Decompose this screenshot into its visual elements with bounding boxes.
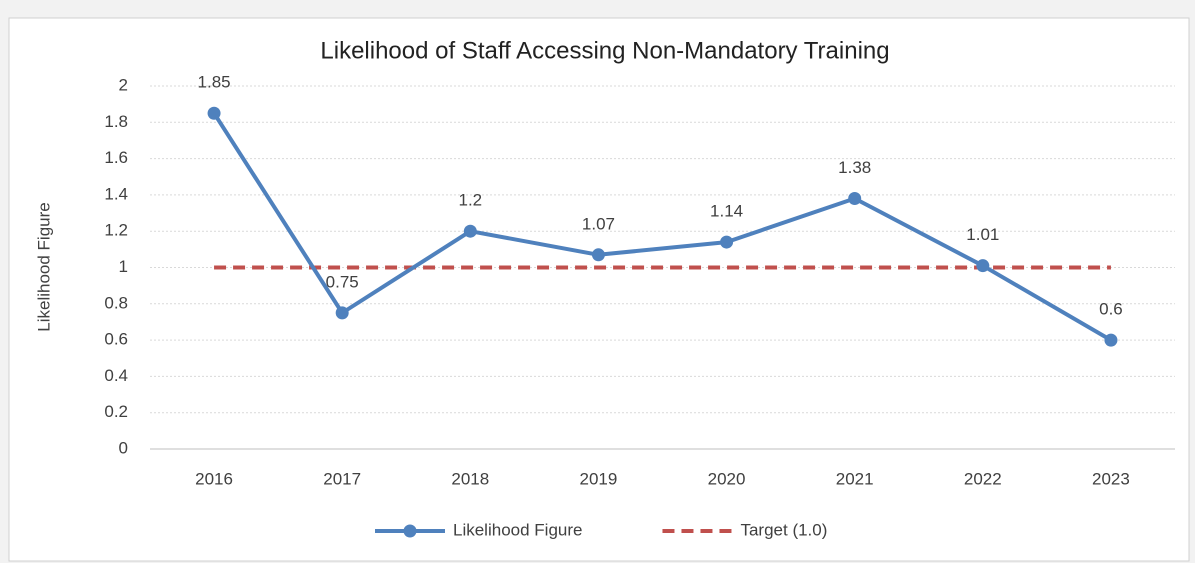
y-tick-label: 0.6 — [104, 330, 128, 349]
data-point — [720, 235, 734, 249]
y-tick-label: 1.2 — [104, 221, 128, 240]
x-tick-label: 2017 — [323, 469, 361, 488]
x-tick-label: 2022 — [964, 469, 1002, 488]
legend-label: Likelihood Figure — [453, 520, 582, 539]
x-tick-label: 2021 — [836, 469, 874, 488]
y-tick-label: 1 — [119, 257, 128, 276]
series-line — [212, 112, 1112, 342]
y-tick-label: 0.4 — [104, 366, 128, 385]
data-point — [335, 306, 349, 320]
y-tick-label: 1.8 — [104, 112, 128, 131]
x-tick-label: 2016 — [195, 469, 233, 488]
x-tick-label: 2018 — [451, 469, 489, 488]
data-label: 1.01 — [966, 225, 999, 244]
y-tick-label: 1.4 — [104, 184, 128, 203]
data-point — [848, 192, 862, 206]
x-tick-label: 2019 — [580, 469, 618, 488]
data-label: 1.14 — [710, 202, 743, 221]
data-label: 0.75 — [326, 272, 359, 291]
y-tick-label: 2 — [119, 75, 128, 94]
data-point — [463, 224, 477, 238]
x-tick-label: 2020 — [708, 469, 746, 488]
chart-title: Likelihood of Staff Accessing Non-Mandat… — [320, 37, 889, 64]
data-label: 1.07 — [582, 214, 615, 233]
y-axis-label: Likelihood Figure — [34, 202, 53, 331]
data-label: 0.6 — [1099, 300, 1123, 319]
data-point — [1104, 333, 1118, 347]
y-tick-label: 0.8 — [104, 293, 128, 312]
legend-marker — [403, 524, 417, 538]
legend-label: Target (1.0) — [740, 520, 827, 539]
data-label: 1.38 — [838, 158, 871, 177]
data-point — [591, 248, 605, 262]
x-tick-label: 2023 — [1092, 469, 1130, 488]
y-tick-label: 1.6 — [104, 148, 128, 167]
y-tick-label: 0 — [119, 438, 128, 457]
chart-frame — [8, 17, 1190, 562]
data-point — [976, 259, 990, 273]
data-label: 1.2 — [458, 191, 482, 210]
data-point — [207, 106, 221, 120]
data-label: 1.85 — [198, 73, 231, 92]
y-tick-label: 0.2 — [104, 402, 128, 421]
